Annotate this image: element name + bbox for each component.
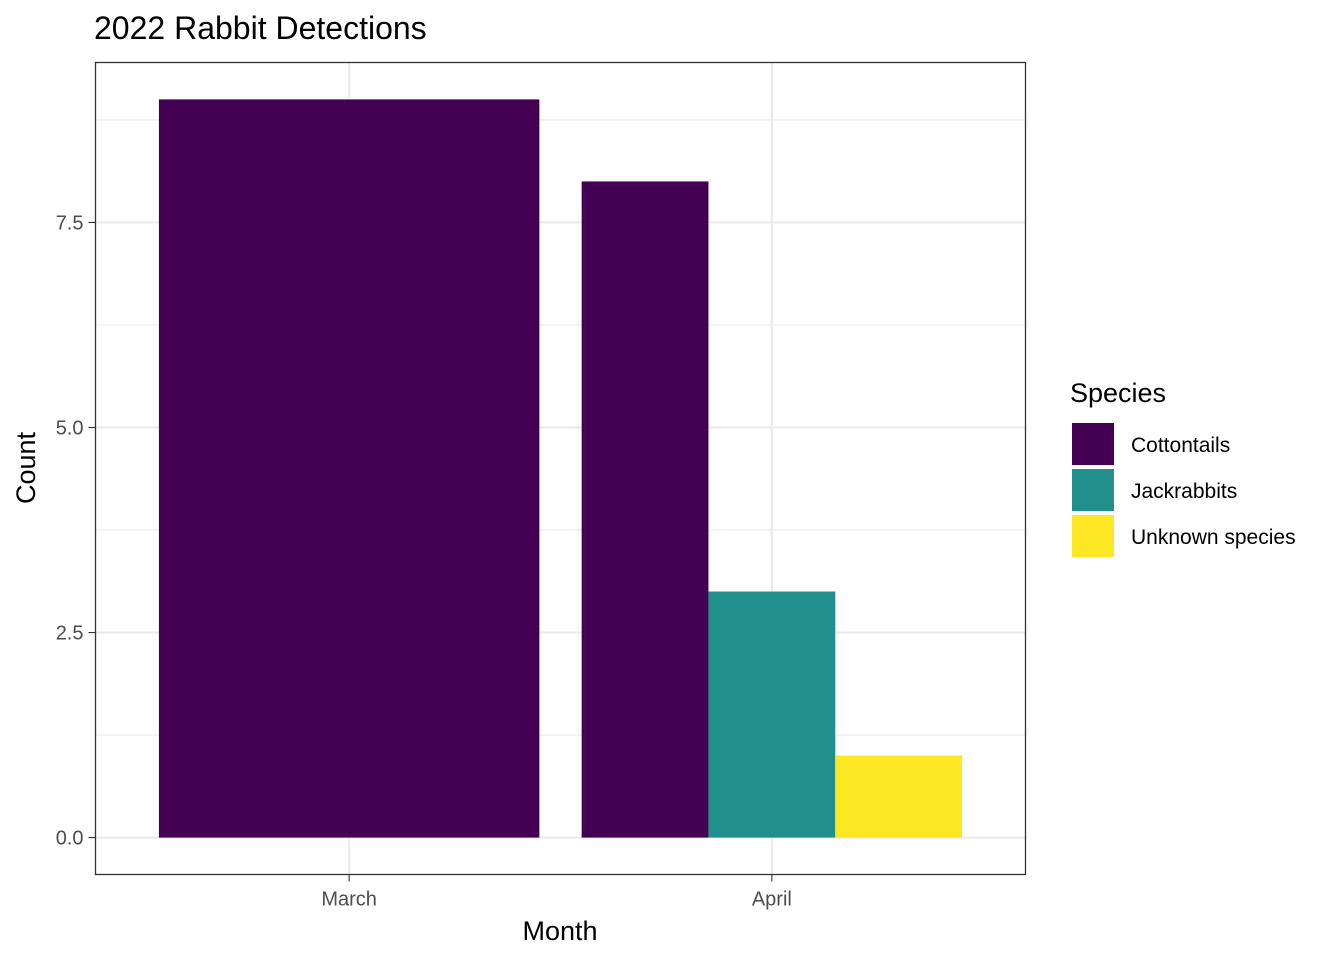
y-axis: 0.0 2.5 5.0 7.5 [56,212,96,850]
bars [158,99,963,838]
y-tick-label: 7.5 [56,212,84,234]
plot-border [94,61,1027,876]
x-tick-label: April [752,889,792,911]
legend-label: Cottontails [1131,434,1230,457]
legend-swatch [1072,515,1114,557]
bar-april-unknown-species [835,755,963,838]
bar-march-cottontails [158,99,540,838]
legend-label: Unknown species [1131,526,1296,549]
x-tick-label: March [321,889,377,911]
legend-label: Jackrabbits [1131,480,1237,503]
y-tick-label: 2.5 [56,623,84,645]
y-tick-label: 5.0 [56,417,84,439]
y-tick-label: 0.0 [56,828,84,850]
legend-swatch [1072,423,1114,465]
x-axis-title: Month [522,916,597,946]
bar-april-jackrabbits [708,591,836,838]
chart-title: 2022 Rabbit Detections [94,10,427,46]
bar-april-cottontails [581,181,709,838]
y-axis-title: Count [11,431,41,504]
x-axis: March April [321,874,792,911]
legend: Species Cottontails Jackrabbits Unknown sp… [1070,378,1296,557]
legend-title: Species [1070,378,1166,408]
legend-swatch [1072,469,1114,511]
